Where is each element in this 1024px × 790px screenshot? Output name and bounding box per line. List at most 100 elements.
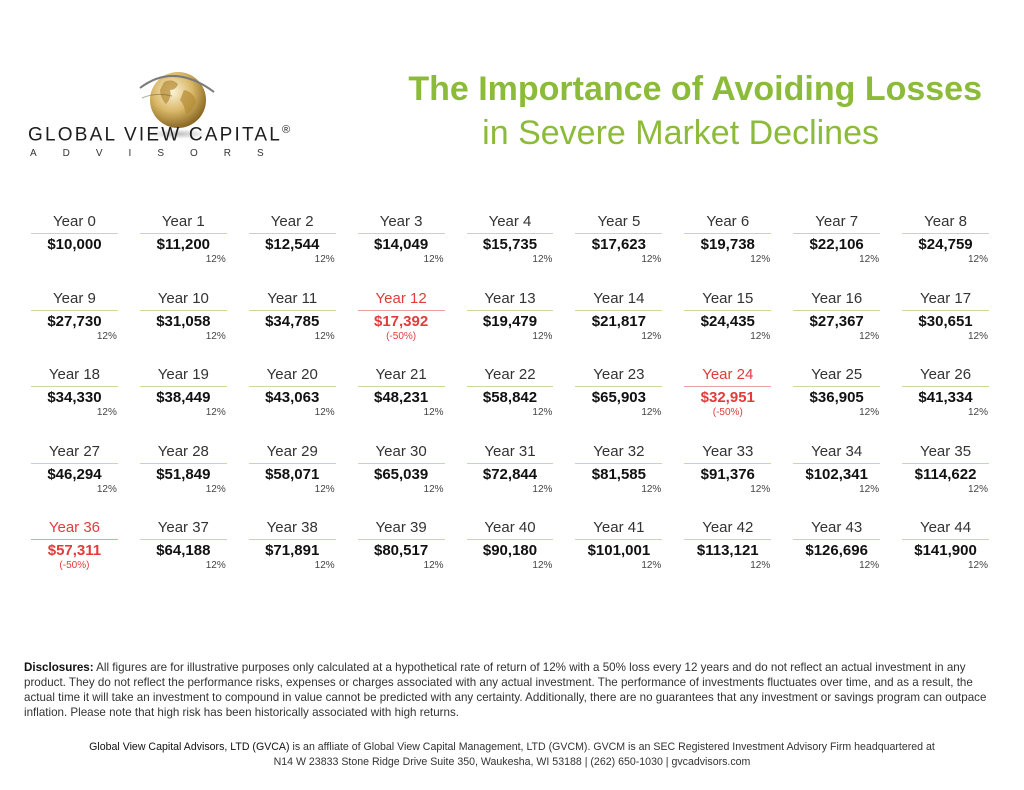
year-amount: $17,392 xyxy=(373,312,429,330)
year-return: 12% xyxy=(205,330,226,342)
year-label: Year 41 xyxy=(575,519,663,540)
year-amount: $27,367 xyxy=(809,312,864,330)
footer: Global View Capital Advisors, LTD (GVCA)… xyxy=(0,740,1024,770)
year-cell: Year 11 $34,785 12% xyxy=(238,290,347,367)
year-label: Year 32 xyxy=(575,443,663,464)
year-cell: Year 39 $80,517 12% xyxy=(347,519,456,596)
year-label: Year 28 xyxy=(139,443,227,464)
year-label: Year 15 xyxy=(684,290,772,311)
year-return: 12% xyxy=(532,560,553,571)
year-amount: $90,180 xyxy=(482,542,538,559)
year-return: 12% xyxy=(423,483,444,495)
year-cell: Year 6 $19,738 12% xyxy=(673,213,782,290)
year-label: Year 33 xyxy=(684,443,772,464)
year-label: Year 44 xyxy=(902,519,989,540)
year-return: 12% xyxy=(532,330,553,342)
year-label: Year 23 xyxy=(575,366,663,387)
year-return: 12% xyxy=(750,560,771,571)
year-amount: $58,071 xyxy=(265,465,320,483)
year-return: 12% xyxy=(314,560,335,571)
year-amount: $64,188 xyxy=(156,542,211,559)
year-amount: $48,231 xyxy=(373,389,429,406)
growth-grid: Year 0 $10,000 Year 1 $11,200 12% Year 2 $12,5… xyxy=(20,213,1000,596)
year-return: 12% xyxy=(314,330,335,342)
year-cell: Year 21 $48,231 12% xyxy=(347,366,456,443)
year-cell: Year 27 $46,294 12% xyxy=(20,443,129,520)
year-label: Year 12 xyxy=(357,290,445,311)
year-cell: Year 10 $31,058 12% xyxy=(129,290,238,367)
year-label: Year 18 xyxy=(31,366,118,387)
year-label: Year 43 xyxy=(793,519,881,540)
year-return: 12% xyxy=(750,330,771,342)
year-label: Year 38 xyxy=(248,519,336,540)
year-amount: $19,479 xyxy=(482,312,538,330)
year-cell: Year 36 $57,311 (-50%) xyxy=(20,519,129,596)
year-return: 12% xyxy=(967,254,988,265)
year-return: 12% xyxy=(859,254,880,265)
year-amount: $57,311 xyxy=(47,542,102,559)
year-label: Year 11 xyxy=(248,290,336,311)
year-cell: Year 30 $65,039 12% xyxy=(347,443,456,520)
year-return: 12% xyxy=(641,483,662,495)
globe-icon xyxy=(139,72,215,139)
year-label: Year 37 xyxy=(139,519,227,540)
year-cell: Year 34 $102,341 12% xyxy=(782,443,891,520)
year-label: Year 39 xyxy=(357,519,445,540)
year-amount: $65,903 xyxy=(591,389,646,406)
year-label: Year 7 xyxy=(793,213,881,234)
year-return: 12% xyxy=(423,407,444,418)
year-return: 12% xyxy=(859,407,880,418)
year-amount: $38,449 xyxy=(156,389,211,406)
year-label: Year 13 xyxy=(466,290,554,311)
year-amount: $21,817 xyxy=(591,312,646,330)
year-return: 12% xyxy=(96,407,117,418)
year-amount: $22,106 xyxy=(809,236,864,253)
year-label: Year 34 xyxy=(793,443,881,464)
year-cell: Year 14 $21,817 12% xyxy=(564,290,673,367)
year-cell: Year 42 $113,121 12% xyxy=(673,519,782,596)
year-return: 12% xyxy=(96,483,117,495)
year-return: 12% xyxy=(532,483,553,495)
year-amount: $101,001 xyxy=(587,542,651,559)
year-label: Year 2 xyxy=(248,213,336,234)
year-cell: Year 41 $101,001 12% xyxy=(564,519,673,596)
brand-name: GLOBAL VIEW CAPITAL® xyxy=(28,124,291,146)
year-cell: Year 29 $58,071 12% xyxy=(238,443,347,520)
year-amount: $15,735 xyxy=(482,236,538,253)
year-amount: $11,200 xyxy=(156,236,211,253)
year-amount: $126,696 xyxy=(805,542,868,559)
year-return: 12% xyxy=(859,483,880,495)
year-return: 12% xyxy=(423,560,444,571)
year-return: 12% xyxy=(859,560,880,571)
year-return: 12% xyxy=(750,483,771,495)
year-label: Year 29 xyxy=(248,443,336,464)
year-amount: $80,517 xyxy=(373,542,429,559)
year-amount: $34,785 xyxy=(265,312,320,330)
year-return: 12% xyxy=(641,254,662,265)
year-amount: $19,738 xyxy=(700,236,755,253)
year-label: Year 3 xyxy=(357,213,445,234)
year-return: (-50%) xyxy=(59,560,90,571)
year-return: 12% xyxy=(641,407,662,418)
year-cell: Year 26 $41,334 12% xyxy=(891,366,1000,443)
year-return: 12% xyxy=(205,560,226,571)
year-amount: $30,651 xyxy=(918,312,973,330)
year-cell: Year 12 $17,392 (-50%) xyxy=(347,290,456,367)
year-cell: Year 28 $51,849 12% xyxy=(129,443,238,520)
year-cell: Year 4 $15,735 12% xyxy=(456,213,565,290)
company-logo: GLOBAL VIEW CAPITAL® ADVISORS xyxy=(28,60,318,170)
year-label: Year 35 xyxy=(902,443,989,464)
year-return: 12% xyxy=(205,483,226,495)
year-label: Year 42 xyxy=(684,519,772,540)
year-label: Year 36 xyxy=(31,519,118,540)
year-label: Year 9 xyxy=(31,290,118,311)
page-subtitle: in Severe Market Declines xyxy=(482,114,879,152)
year-cell: Year 20 $43,063 12% xyxy=(238,366,347,443)
year-cell: Year 16 $27,367 12% xyxy=(782,290,891,367)
year-cell: Year 0 $10,000 xyxy=(20,213,129,290)
year-amount: $24,435 xyxy=(700,312,755,330)
year-amount: $31,058 xyxy=(156,312,211,330)
year-label: Year 40 xyxy=(466,519,554,540)
year-cell: Year 17 $30,651 12% xyxy=(891,290,1000,367)
year-label: Year 1 xyxy=(139,213,227,234)
